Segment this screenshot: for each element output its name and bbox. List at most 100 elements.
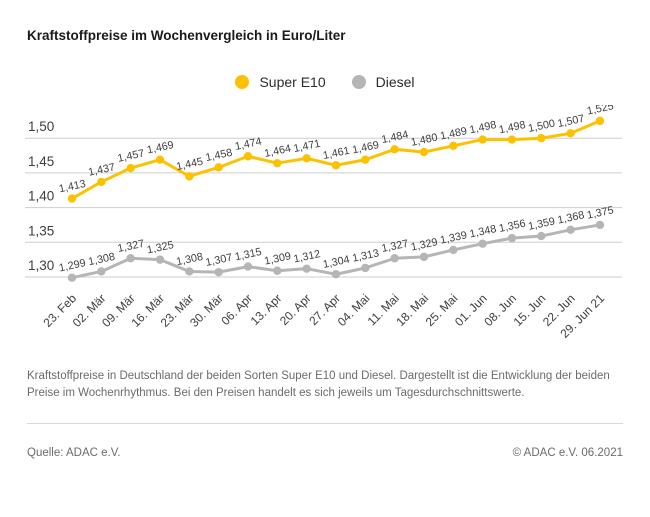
data-point <box>67 273 77 282</box>
data-point <box>302 154 311 163</box>
data-point-label: 1,480 <box>410 131 439 148</box>
data-point-label: 1,498 <box>469 119 498 136</box>
data-point-label: 1,489 <box>439 125 468 142</box>
x-axis-tick-label: 01. Jun <box>452 291 490 329</box>
data-point-label: 1,368 <box>557 209 586 226</box>
data-point <box>273 266 282 275</box>
x-axis-tick-label: 25. Mai <box>423 291 461 329</box>
data-point <box>185 172 194 181</box>
data-point <box>273 158 282 168</box>
y-axis-tick-label: 1,40 <box>28 189 54 204</box>
data-point <box>507 233 517 243</box>
data-point-label: 1,458 <box>205 147 234 164</box>
data-point-label: 1,325 <box>146 239 175 256</box>
divider <box>27 423 623 424</box>
data-point-label: 1,469 <box>146 139 175 156</box>
data-point <box>67 194 77 203</box>
gridlines: 1,50 1,45 1,40 1,35 1,30 <box>25 119 622 278</box>
data-point-label: 1,525 <box>586 105 615 118</box>
data-point <box>419 252 429 262</box>
page-title: Kraftstoffpreise im Wochenvergleich in E… <box>27 28 346 43</box>
x-axis-tick-label: 15. Jun <box>511 291 549 329</box>
data-point <box>566 225 575 235</box>
data-point-label: 1,375 <box>586 204 615 221</box>
data-point <box>155 255 165 264</box>
data-point <box>449 245 458 255</box>
data-point-label: 1,309 <box>263 250 292 267</box>
data-point-label: 1,474 <box>234 136 263 153</box>
legend-label: Super E10 <box>259 74 326 90</box>
data-point-label: 1,437 <box>87 161 116 178</box>
data-point <box>185 267 194 276</box>
data-point-label: 1,308 <box>87 251 116 268</box>
data-point <box>214 163 223 172</box>
data-point-label: 1,413 <box>58 178 87 195</box>
footer: Quelle: ADAC e.V. © ADAC e.V. 06.2021 <box>27 447 623 459</box>
copyright-label: © ADAC e.V. 06.2021 <box>512 447 623 459</box>
x-axis-tick-label: 13. Apr <box>248 291 285 328</box>
data-point <box>390 145 399 154</box>
source-label: Quelle: ADAC e.V. <box>27 447 121 459</box>
x-axis-tick-label: 20. Apr <box>277 291 314 328</box>
data-point <box>243 152 253 161</box>
data-point-label: 1,299 <box>58 257 87 274</box>
chart-description: Kraftstoffpreise in Deutschland der beid… <box>27 370 610 399</box>
data-point-label: 1,327 <box>117 238 146 255</box>
data-point <box>126 163 135 173</box>
data-point-label: 1,327 <box>381 238 410 255</box>
data-point <box>302 264 311 273</box>
data-point-label: 1,304 <box>322 254 351 271</box>
x-axis-tick-label: 18. Mai <box>393 291 431 329</box>
y-axis-tick-label: 1,30 <box>28 258 54 273</box>
data-point-label: 1,312 <box>293 248 322 265</box>
y-axis-tick-label: 1,35 <box>28 223 54 238</box>
data-point <box>331 161 341 170</box>
data-point <box>449 141 458 151</box>
data-point-label: 1,484 <box>381 129 410 146</box>
y-axis-tick-label: 1,50 <box>28 119 54 134</box>
data-point-label: 1,471 <box>293 138 322 155</box>
data-point-label: 1,348 <box>469 223 498 240</box>
data-point <box>595 220 605 230</box>
data-point-label: 1,457 <box>117 147 146 164</box>
data-point <box>331 270 341 279</box>
data-point <box>361 155 370 164</box>
data-point <box>566 129 575 138</box>
data-point-label: 1,469 <box>351 139 380 156</box>
data-point-label: 1,507 <box>557 113 586 130</box>
data-point <box>126 254 135 263</box>
data-point <box>214 267 223 277</box>
data-point-label: 1,307 <box>205 252 234 269</box>
data-point <box>419 147 429 157</box>
data-point-label: 1,329 <box>410 236 439 253</box>
series-line <box>71 119 601 200</box>
x-axis-tick-label: 08. Jun <box>481 291 519 329</box>
data-point-label: 1,464 <box>263 143 292 160</box>
data-point <box>507 135 517 144</box>
data-point <box>155 155 165 164</box>
y-axis-tick-label: 1,45 <box>28 154 54 169</box>
data-point-label: 1,313 <box>351 247 380 264</box>
data-point <box>390 254 399 263</box>
x-axis-tick-label: 06. Apr <box>218 291 255 328</box>
data-point <box>97 177 106 187</box>
data-point <box>478 135 487 144</box>
data-point-label: 1,461 <box>322 145 351 162</box>
data-point-label: 1,445 <box>175 156 204 173</box>
data-point <box>97 267 106 276</box>
data-point <box>537 231 546 241</box>
data-point <box>595 116 605 126</box>
data-point-label: 1,308 <box>175 251 204 268</box>
legend-item-super-e10: Super E10 <box>235 74 326 90</box>
data-point <box>537 134 546 143</box>
x-axis-tick-label: 30. Mär <box>187 291 226 330</box>
legend-item-diesel: Diesel <box>351 74 415 90</box>
chart-legend: Super E10 Diesel <box>0 74 650 90</box>
x-axis-tick-label: 04. Mai <box>335 291 373 329</box>
diesel-dot-icon <box>351 75 366 89</box>
